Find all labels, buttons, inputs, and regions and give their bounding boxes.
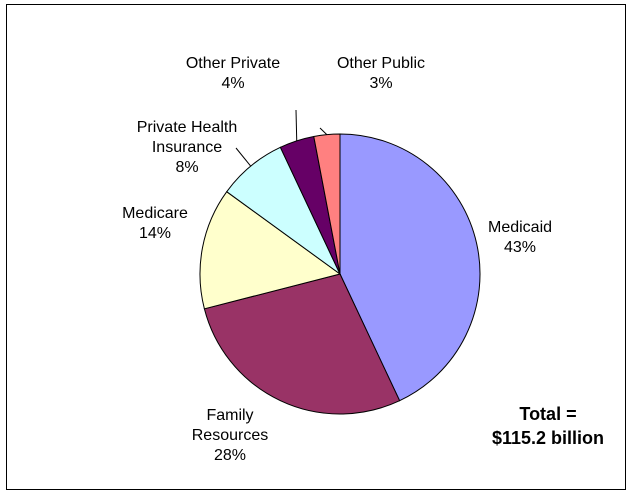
label-other-private: Other Private 4%: [168, 54, 298, 94]
label-family-resources-name-line1: Family: [206, 407, 254, 424]
label-medicaid-name: Medicaid: [487, 219, 553, 236]
total-annotation: Total = $115.2 billion: [478, 402, 618, 450]
pie-slice-medicare: [199, 191, 342, 310]
label-family-resources-value: 28%: [213, 447, 247, 464]
leader-line-other-public: [319, 127, 328, 135]
label-medicare: Medicare 14%: [100, 204, 210, 244]
label-other-public-value: 3%: [369, 75, 393, 92]
pie-slice-other-public: [313, 133, 341, 275]
total-annotation-line1: Total =: [519, 404, 577, 424]
label-other-public: Other Public 3%: [316, 54, 446, 94]
label-family-resources-name-line2: Resources: [191, 427, 269, 444]
label-private-health-insurance-name-line1: Private Health: [136, 119, 238, 136]
label-medicaid: Medicaid 43%: [470, 218, 570, 258]
chart-area: [6, 4, 626, 490]
label-medicare-name: Medicare: [122, 205, 188, 222]
label-medicaid-value: 43%: [503, 239, 537, 256]
label-private-health-insurance: Private Health Insurance 8%: [112, 118, 262, 178]
label-other-private-name: Other Private: [185, 55, 281, 72]
label-medicare-value: 14%: [138, 225, 172, 242]
label-private-health-insurance-value: 8%: [175, 159, 199, 176]
label-other-public-name: Other Public: [336, 55, 426, 72]
label-other-private-value: 4%: [221, 75, 245, 92]
label-private-health-insurance-name-line2: Insurance: [151, 139, 223, 156]
pie-slice-family-resources: [203, 273, 401, 415]
leader-line-private-health-insurance: [235, 147, 252, 167]
leader-line-other-private: [295, 109, 298, 141]
pie-slice-medicaid: [339, 133, 481, 402]
total-annotation-line2: $115.2 billion: [491, 428, 605, 448]
label-family-resources: Family Resources 28%: [170, 406, 290, 466]
